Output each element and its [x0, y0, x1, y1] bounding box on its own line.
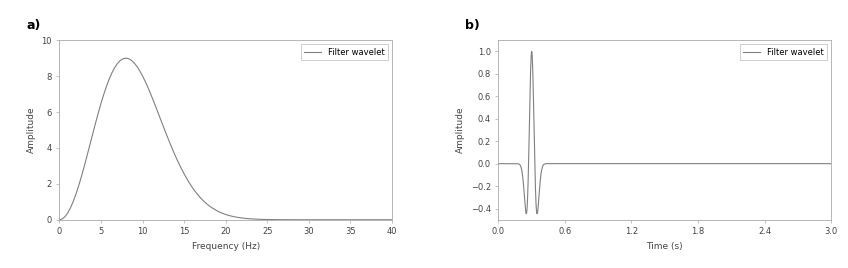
Filter wavelet — [494, 162, 504, 165]
Filter wavelet — [784, 162, 794, 165]
Filter wavelet — [54, 218, 64, 221]
Filter wavelet — [819, 162, 829, 165]
Filter wavelet — [120, 57, 131, 60]
X-axis label: Frequency (Hz): Frequency (Hz) — [192, 242, 259, 251]
Filter wavelet — [371, 218, 381, 221]
Y-axis label: Amplitude: Amplitude — [26, 107, 36, 153]
X-axis label: Time (s): Time (s) — [646, 242, 683, 251]
Legend: Filter wavelet: Filter wavelet — [301, 44, 388, 60]
Text: b): b) — [466, 19, 480, 32]
Line: Filter wavelet: Filter wavelet — [499, 51, 831, 214]
Filter wavelet — [522, 212, 532, 215]
Filter wavelet — [621, 162, 631, 165]
Y-axis label: Amplitude: Amplitude — [456, 107, 465, 153]
Filter wavelet — [527, 50, 537, 53]
Filter wavelet — [532, 210, 542, 213]
Text: a): a) — [26, 19, 41, 32]
Legend: Filter wavelet: Filter wavelet — [740, 44, 827, 60]
Filter wavelet — [635, 162, 645, 165]
Filter wavelet — [826, 162, 836, 165]
Line: Filter wavelet: Filter wavelet — [59, 58, 848, 220]
Filter wavelet — [551, 162, 561, 165]
